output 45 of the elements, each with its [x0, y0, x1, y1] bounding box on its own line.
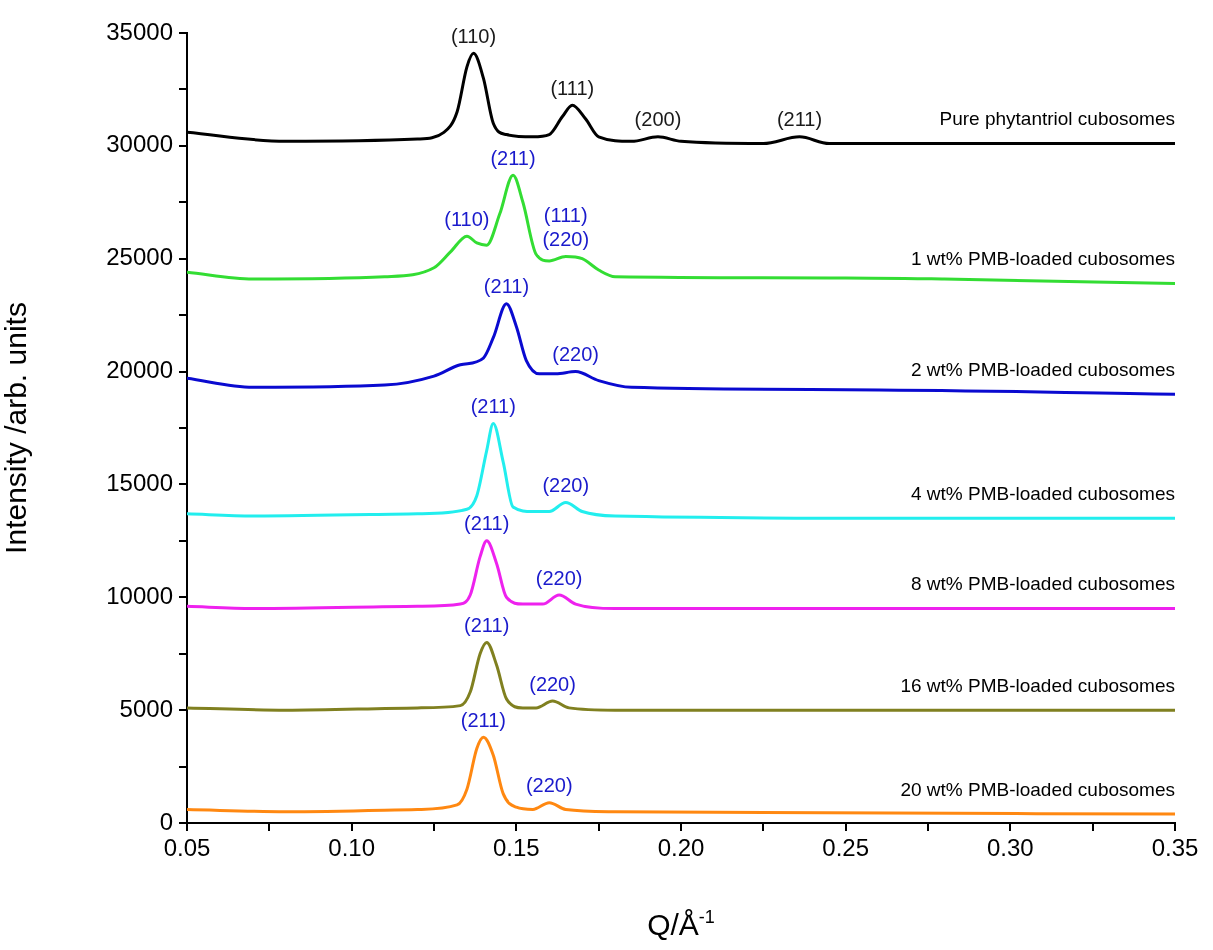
annotation: (111) [543, 203, 588, 226]
x-tick-label: 0.25 [822, 834, 870, 862]
annotation: (220) [529, 672, 576, 695]
annotation: (211) [460, 708, 507, 731]
y-tick-label: 25000 [106, 243, 173, 271]
series-label: 2 wt% PMB-loaded cubosomes [910, 358, 1175, 380]
series-label: Pure phytantriol cubosomes [939, 108, 1175, 130]
y-tick-label: 20000 [106, 356, 173, 384]
annotation: (110) [444, 207, 490, 230]
y-tick-label: 15000 [106, 469, 173, 497]
series-label: 20 wt% PMB-loaded cubosomes [900, 778, 1175, 800]
line-series [187, 302, 1175, 396]
annotation: (111) [550, 76, 595, 99]
annotation: (211) [470, 395, 516, 417]
x-tick-label: 0.30 [986, 834, 1034, 862]
x-tick-label: 0.35 [1151, 834, 1199, 862]
x-tick-label: 0.20 [657, 834, 705, 862]
annotation: (211) [464, 613, 510, 636]
annotation: (220) [525, 774, 573, 797]
line-series [187, 539, 1175, 611]
series-label: 1 wt% PMB-loaded cubosomes [910, 248, 1175, 270]
y-tick-label: 10000 [106, 581, 173, 609]
series-label: 8 wt% PMB-loaded cubosomes [910, 573, 1175, 595]
series-label: 4 wt% PMB-loaded cubosomes [910, 483, 1175, 505]
series-label: 16 wt% PMB-loaded cubosomes [900, 674, 1175, 696]
annotation: (220) [535, 566, 583, 589]
y-tick-label: 0 [159, 807, 173, 835]
x-tick-label: 0.05 [163, 834, 211, 862]
y-tick-label: 5000 [119, 694, 173, 722]
y-tick-label: 30000 [106, 130, 173, 158]
annotation: (220) [542, 227, 590, 250]
y-axis-title: Intensity /arb. units [0, 302, 33, 554]
annotation: (211) [483, 275, 530, 298]
x-tick-label: 0.10 [328, 834, 376, 862]
annotation: (211) [464, 512, 510, 535]
annotation: (220) [542, 474, 590, 496]
y-tick-label: 35000 [106, 17, 173, 45]
annotation: (220) [552, 343, 599, 366]
annotation: (211) [490, 146, 536, 169]
annotation: (200) [634, 108, 682, 131]
line-series [187, 640, 1175, 712]
x-tick-label: 0.15 [492, 834, 540, 862]
annotation: (211) [776, 108, 823, 131]
line-series [187, 735, 1175, 816]
annotation: (110) [450, 24, 497, 47]
